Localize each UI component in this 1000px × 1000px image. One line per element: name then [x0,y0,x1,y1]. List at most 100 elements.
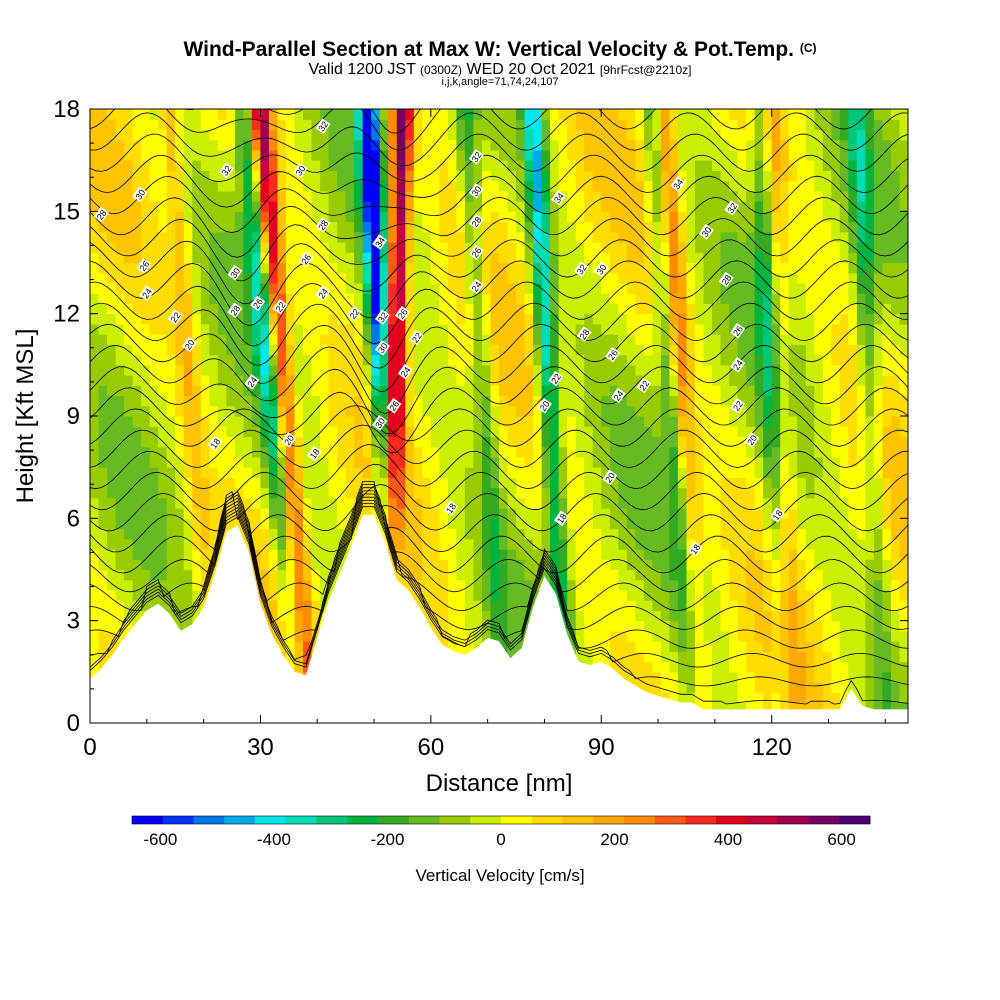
velocity-cell [260,149,270,161]
velocity-cell [788,487,798,499]
velocity-cell [286,170,296,182]
velocity-cell [124,528,134,540]
velocity-cell [141,119,151,130]
velocity-cell [609,467,619,478]
velocity-cell [516,170,526,182]
velocity-cell [677,190,687,202]
velocity-cell [311,180,321,192]
velocity-cell [345,119,355,130]
velocity-cell [209,446,219,458]
velocity-cell [328,252,338,264]
velocity-cell [626,211,636,223]
velocity-cell [626,323,636,335]
velocity-cell [396,344,406,356]
velocity-cell [609,518,619,530]
velocity-cell [328,508,338,519]
velocity-cell [490,323,500,335]
velocity-cell [490,160,500,171]
velocity-cell [98,405,108,417]
velocity-cell [354,416,364,427]
velocity-cell [115,528,125,540]
velocity-cell [328,395,338,407]
velocity-cell [166,119,176,130]
velocity-cell [447,569,457,581]
velocity-cell [430,180,440,192]
velocity-cell [771,395,781,407]
velocity-cell [763,692,773,704]
velocity-cell [490,569,500,581]
velocity-cell [379,211,389,223]
velocity-cell [482,456,492,468]
velocity-cell [729,497,739,509]
velocity-cell [243,221,253,233]
velocity-cell [132,129,142,141]
velocity-cell [294,416,304,427]
velocity-cell [107,426,117,437]
velocity-cell [132,211,142,223]
velocity-cell [567,590,577,601]
velocity-cell [482,467,492,478]
velocity-cell [439,211,449,223]
velocity-cell [379,375,389,386]
velocity-cell [720,262,730,274]
velocity-cell [524,426,534,437]
velocity-cell [141,160,151,171]
velocity-cell [337,528,347,540]
velocity-cell [107,283,117,294]
velocity-cell [729,129,739,141]
velocity-cell [618,109,628,120]
velocity-cell [90,119,100,130]
velocity-cell [780,119,790,130]
velocity-cell [558,375,568,386]
velocity-cell [456,385,466,397]
velocity-cell [98,395,108,407]
velocity-cell [695,405,705,417]
velocity-cell [149,518,159,530]
velocity-cell [635,354,645,366]
velocity-cell [268,344,278,356]
velocity-cell [243,231,253,243]
velocity-cell [192,119,202,130]
velocity-cell [677,303,687,315]
velocity-cell [217,426,227,437]
velocity-cell [405,303,415,315]
velocity-cell [635,497,645,509]
velocity-cell [98,160,108,171]
velocity-cell [379,242,389,253]
velocity-cell [507,497,517,509]
velocity-cell [464,139,474,151]
velocity-cell [567,579,577,591]
velocity-cell [294,190,304,202]
velocity-cell [158,119,168,130]
velocity-cell [720,344,730,356]
velocity-cell [396,405,406,417]
velocity-cell [541,334,551,345]
velocity-cell [268,600,278,611]
velocity-cell [464,149,474,161]
velocity-cell [652,364,662,376]
velocity-cell [507,334,517,345]
velocity-cell [507,242,517,253]
velocity-cell [115,559,125,571]
velocity-cell [482,569,492,581]
velocity-cell [260,405,270,417]
velocity-cell [311,426,321,437]
velocity-cell [788,129,798,141]
velocity-cell [695,231,705,243]
velocity-cell [695,344,705,356]
velocity-cell [337,364,347,376]
velocity-cell [439,180,449,192]
velocity-cell [277,518,287,530]
velocity-cell [192,549,202,560]
velocity-cell [703,262,713,274]
velocity-cell [482,385,492,397]
velocity-cell [456,201,466,212]
velocity-cell [447,354,457,366]
velocity-cell [788,682,798,693]
velocity-cell [516,109,526,120]
velocity-cell [124,549,134,560]
velocity-cell [362,313,372,325]
velocity-cell [652,149,662,161]
velocity-cell [643,436,653,448]
velocity-cell [499,549,509,560]
